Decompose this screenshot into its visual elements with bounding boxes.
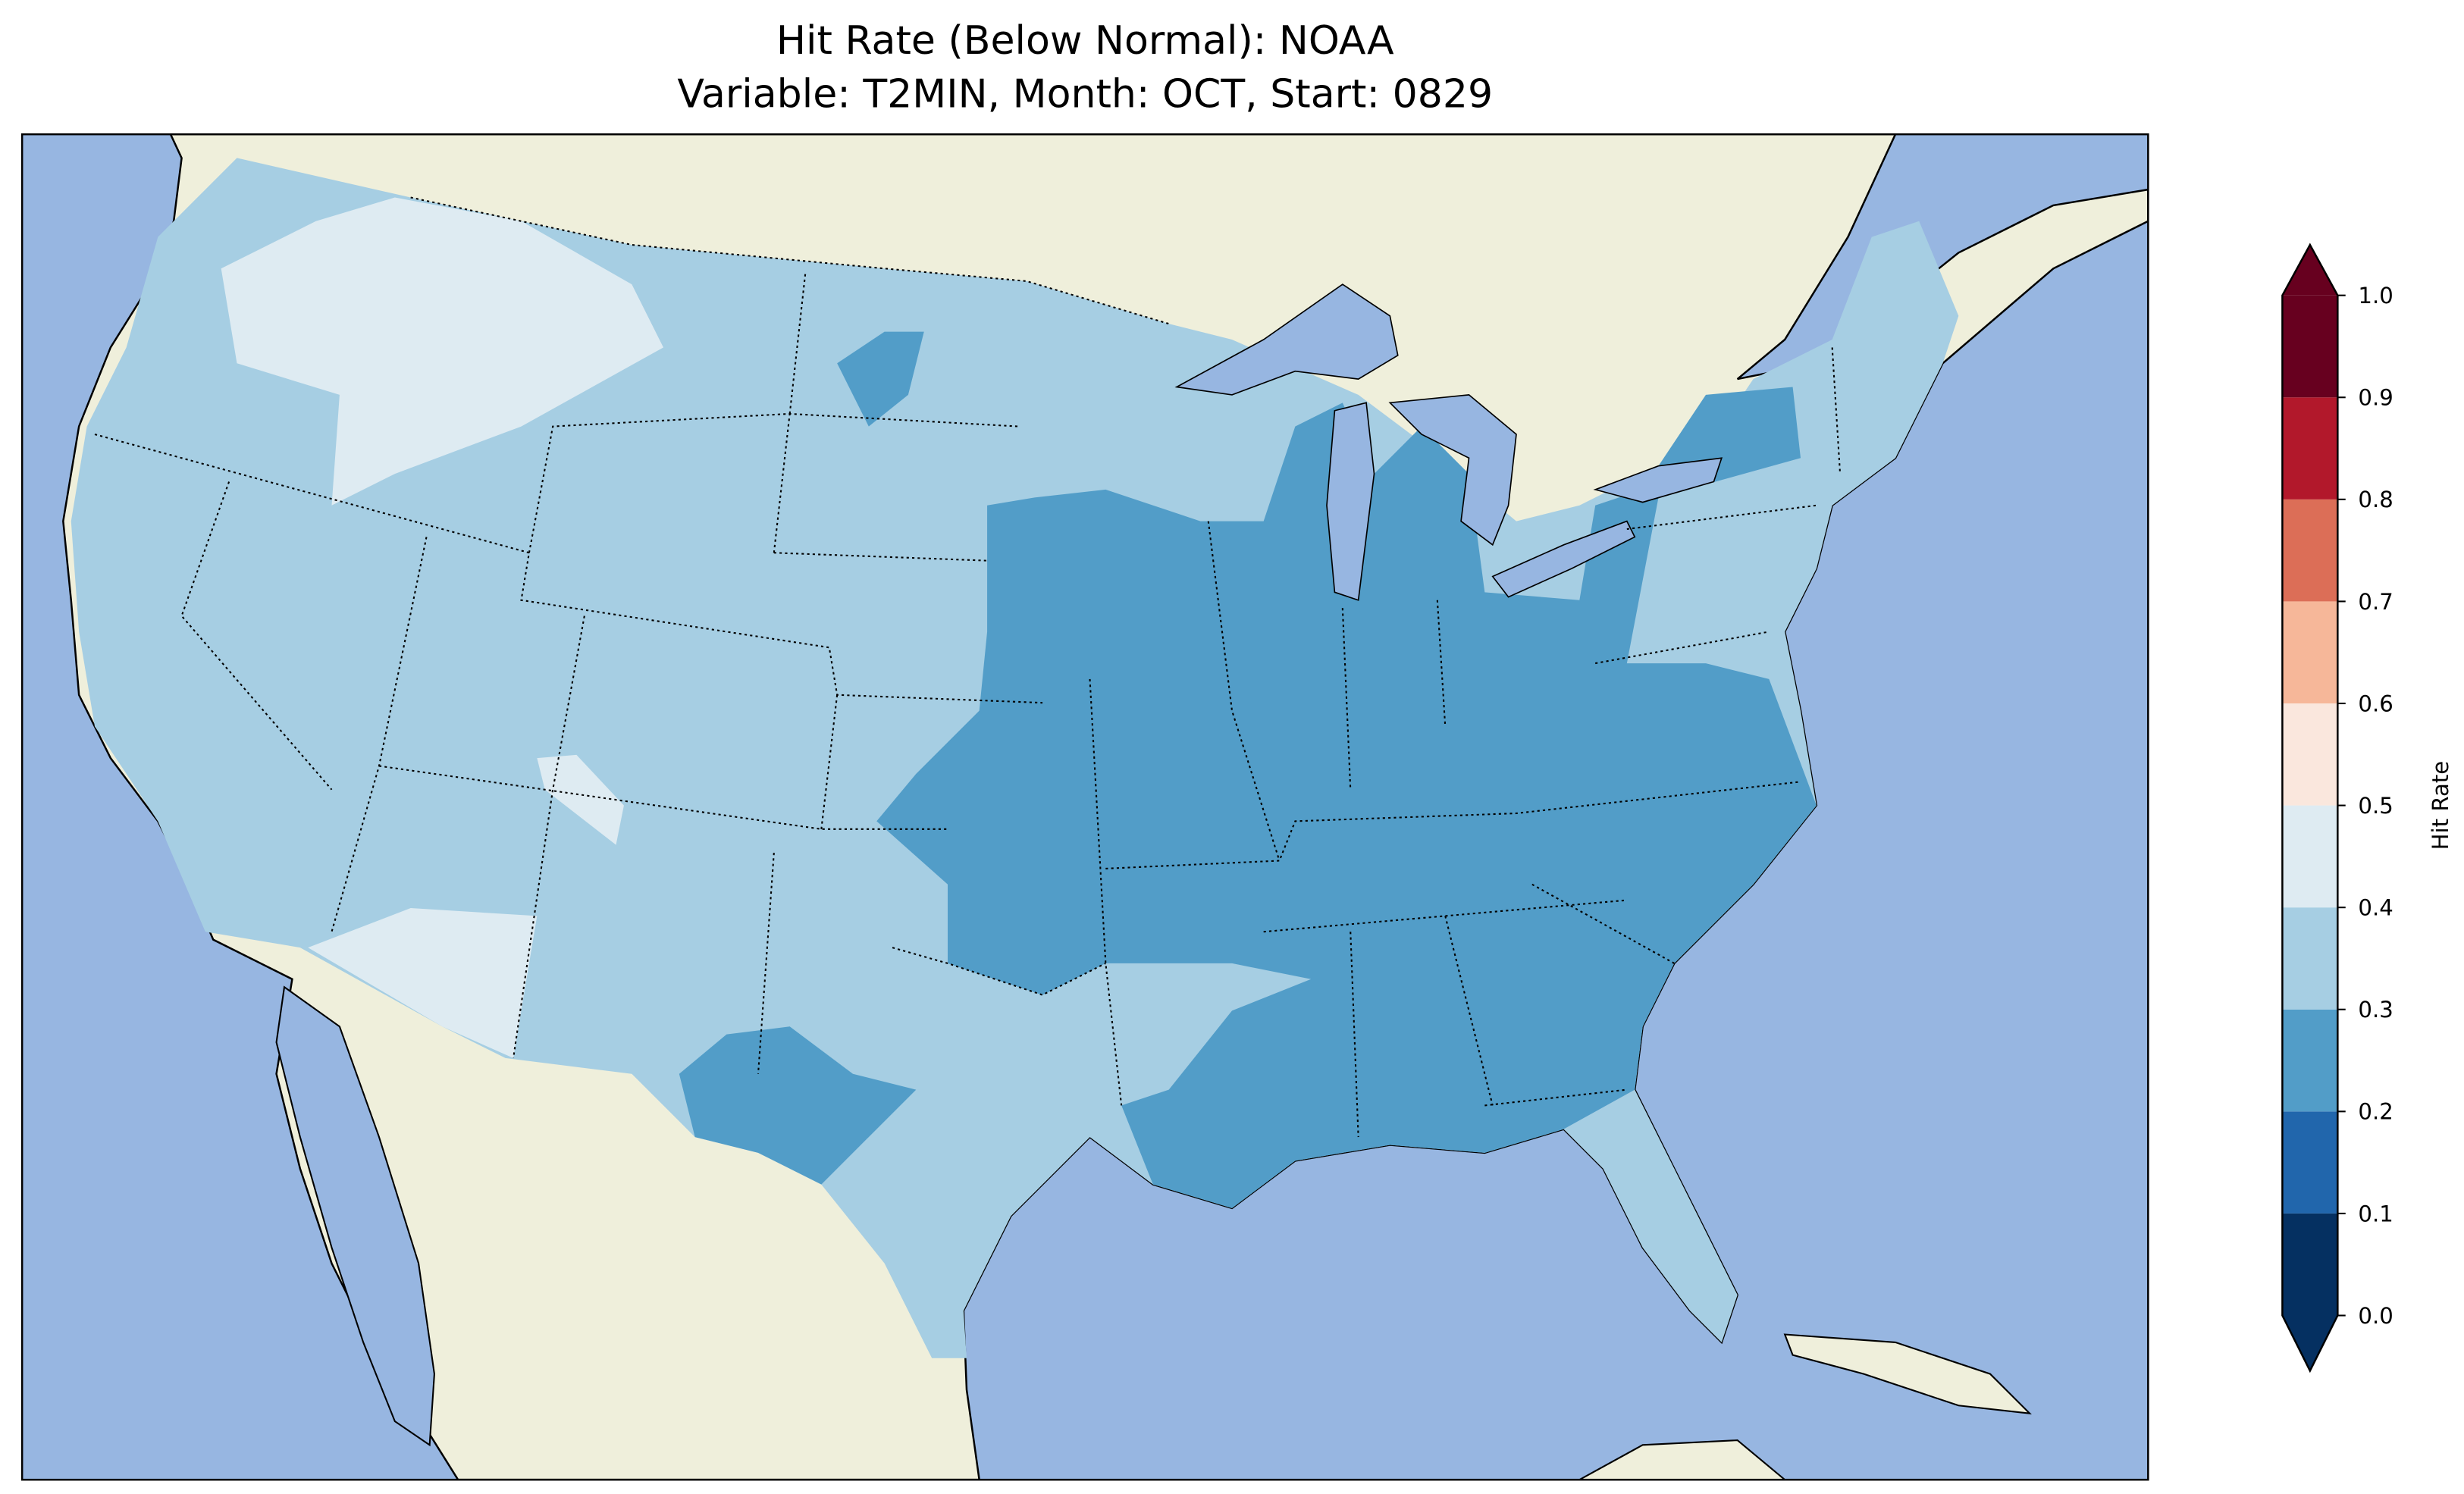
colorbar-bin-8 bbox=[2282, 397, 2338, 500]
yucatan bbox=[1578, 1439, 1786, 1480]
great-lakes bbox=[1174, 283, 1723, 601]
region-hit-rate-0.2-0.3-dakota bbox=[837, 331, 924, 427]
colorbar-tick-label: 0.3 bbox=[2358, 997, 2393, 1023]
colorbar-tick-label: 0.9 bbox=[2358, 385, 2393, 411]
colorbar-bin-1 bbox=[2282, 1111, 2338, 1214]
colorbar-bin-4 bbox=[2282, 805, 2338, 908]
colorbar-tick-label: 0.5 bbox=[2358, 793, 2393, 819]
colorbar-extend-min bbox=[2282, 1315, 2338, 1371]
colorbar-bin-2 bbox=[2282, 1009, 2338, 1112]
lake-michigan bbox=[1326, 402, 1375, 601]
map-frame bbox=[20, 133, 2149, 1481]
colorbar-bin-0 bbox=[2282, 1213, 2338, 1316]
lake-superior bbox=[1174, 283, 1399, 396]
region-hit-rate-0.2-0.3-texas bbox=[679, 1026, 917, 1185]
title-line-2: Variable: T2MIN, Month: OCT, Start: 0829 bbox=[677, 72, 1493, 117]
state-borders bbox=[94, 196, 1842, 1138]
colorbar-tick-label: 0.1 bbox=[2358, 1201, 2393, 1226]
colorbar-bin-7 bbox=[2282, 499, 2338, 602]
colorbar-tick-label: 0.8 bbox=[2358, 487, 2393, 512]
map bbox=[22, 134, 2149, 1480]
title-line-1: Hit Rate (Below Normal): NOAA bbox=[776, 18, 1394, 64]
colorbar-tick-label: 1.0 bbox=[2358, 283, 2393, 309]
region-hit-rate-0.4-0.5-southwest bbox=[308, 908, 538, 1058]
region-hit-rate-0.4-0.5-northwest bbox=[221, 197, 664, 506]
colorbar-bin-5 bbox=[2282, 703, 2338, 806]
colorbar-tick-label: 0.6 bbox=[2358, 691, 2393, 716]
colorbar-extend-max bbox=[2282, 245, 2338, 296]
colorbar-tick-label: 0.2 bbox=[2358, 1099, 2393, 1125]
lake-huron bbox=[1388, 394, 1517, 547]
cuba bbox=[1783, 1333, 2032, 1415]
colorbar-tick-label: 0.7 bbox=[2358, 589, 2393, 615]
lake-erie bbox=[1491, 520, 1636, 598]
gulf-of-california bbox=[275, 985, 435, 1447]
colorbar-label: Hit Rate bbox=[2428, 761, 2453, 850]
colorbar-tick-label: 0.4 bbox=[2358, 895, 2393, 921]
colorbar-bin-9 bbox=[2282, 295, 2338, 398]
lake-ontario bbox=[1593, 457, 1723, 503]
colorbar: 0.0 0.1 0.2 0.3 0.4 0.5 0.6 0.7 0.8 0.9 1.0 bbox=[2281, 243, 2393, 1373]
colorbar-tick-label: 0.0 bbox=[2358, 1303, 2393, 1329]
region-hit-rate-0.4-0.5-colorado-plateau bbox=[537, 754, 624, 845]
colorbar-bin-6 bbox=[2282, 601, 2338, 703]
region-hit-rate-0.2-0.3-central-east bbox=[876, 387, 1817, 1208]
colorbar-bin-3 bbox=[2282, 907, 2338, 1010]
